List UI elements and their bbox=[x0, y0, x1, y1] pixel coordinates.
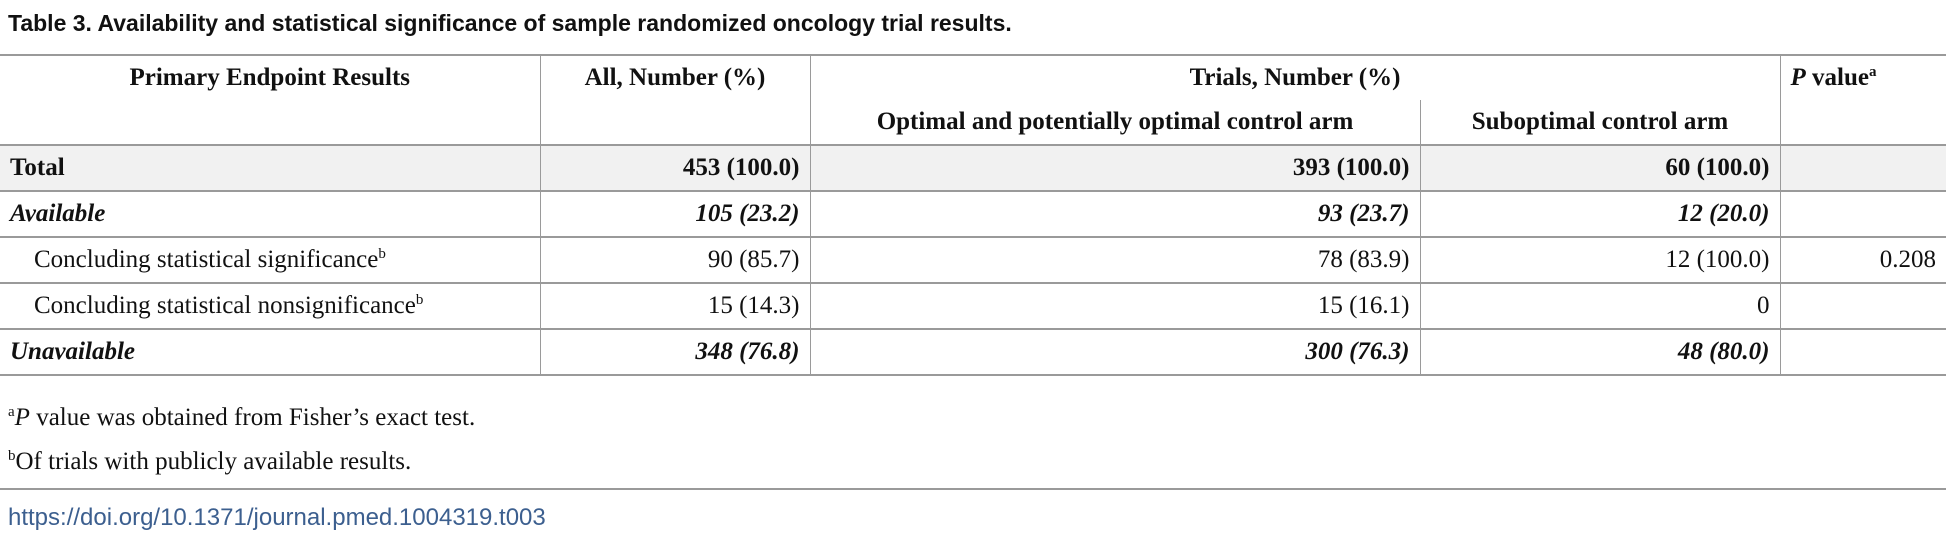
header-p-value: P valuea bbox=[1779, 55, 1946, 145]
header-row-2: Optimal and potentially optimal control … bbox=[0, 100, 1946, 145]
bottom-divider bbox=[0, 488, 1946, 490]
cell-pvalue bbox=[1779, 145, 1946, 191]
cell-suboptimal: 12 (20.0) bbox=[1419, 191, 1780, 237]
cell-pvalue: 0.208 bbox=[1779, 237, 1946, 283]
row-label: Concluding statistical nonsignificanceb bbox=[0, 283, 540, 329]
row-label-text: Concluding statistical significance bbox=[34, 246, 379, 273]
table-row-nonsignificance: Concluding statistical nonsignificanceb … bbox=[0, 283, 1946, 329]
footnote-b: bOf trials with publicly available resul… bbox=[8, 440, 475, 484]
table-footnotes: aP value was obtained from Fisher’s exac… bbox=[8, 396, 475, 484]
footnote-a-text: value was obtained from Fisher’s exact t… bbox=[29, 404, 476, 431]
footnote-a-p: P bbox=[14, 404, 30, 431]
table-row-available: Available 105 (23.2) 93 (23.7) 12 (20.0) bbox=[0, 191, 1946, 237]
cell-all: 105 (23.2) bbox=[539, 191, 810, 237]
header-trials-group: Trials, Number (%) bbox=[809, 55, 1780, 100]
header-p-sup: a bbox=[1868, 64, 1877, 80]
cell-optimal: 78 (83.9) bbox=[809, 237, 1420, 283]
cell-pvalue bbox=[1779, 283, 1946, 329]
cell-all: 90 (85.7) bbox=[539, 237, 810, 283]
table-caption: Table 3. Availability and statistical si… bbox=[8, 10, 1012, 36]
cell-optimal: 393 (100.0) bbox=[809, 145, 1420, 191]
row-label-sup: b bbox=[415, 292, 424, 308]
cell-pvalue bbox=[1779, 191, 1946, 237]
cell-optimal: 300 (76.3) bbox=[809, 329, 1420, 375]
cell-all: 348 (76.8) bbox=[539, 329, 810, 375]
header-primary-endpoint: Primary Endpoint Results bbox=[129, 64, 411, 91]
footnote-a: aP value was obtained from Fisher’s exac… bbox=[8, 396, 475, 440]
row-label: Unavailable bbox=[10, 338, 135, 365]
cell-all: 453 (100.0) bbox=[539, 145, 810, 191]
table-row-unavailable: Unavailable 348 (76.8) 300 (76.3) 48 (80… bbox=[0, 329, 1946, 375]
cell-optimal: 15 (16.1) bbox=[809, 283, 1420, 329]
footnote-b-marker: b bbox=[8, 448, 16, 464]
row-label: Concluding statistical significanceb bbox=[0, 237, 540, 283]
row-label: Total bbox=[0, 145, 540, 191]
header-row-1: Primary Endpoint Results All, Number (%)… bbox=[0, 55, 1946, 145]
header-suboptimal-control: Suboptimal control arm bbox=[1419, 100, 1780, 145]
cell-suboptimal: 60 (100.0) bbox=[1419, 145, 1780, 191]
cell-all: 15 (14.3) bbox=[539, 283, 810, 329]
header-p-text: value bbox=[1805, 64, 1869, 91]
cell-suboptimal: 12 (100.0) bbox=[1419, 237, 1780, 283]
cell-optimal: 93 (23.7) bbox=[809, 191, 1420, 237]
cell-suboptimal: 48 (80.0) bbox=[1419, 329, 1780, 375]
table-row-total: Total 453 (100.0) 393 (100.0) 60 (100.0) bbox=[0, 145, 1946, 191]
results-table: Primary Endpoint Results All, Number (%)… bbox=[0, 54, 1946, 376]
header-all-number: All, Number (%) bbox=[539, 55, 810, 145]
cell-pvalue bbox=[1779, 329, 1946, 375]
header-optimal-control: Optimal and potentially optimal control … bbox=[809, 100, 1420, 145]
doi-link[interactable]: https://doi.org/10.1371/journal.pmed.100… bbox=[8, 504, 546, 531]
cell-suboptimal: 0 bbox=[1419, 283, 1780, 329]
header-p-italic: P bbox=[1790, 64, 1806, 91]
table-row-significance: Concluding statistical significanceb 90 … bbox=[0, 237, 1946, 283]
row-label: Available bbox=[10, 200, 106, 227]
footnote-b-text: Of trials with publicly available result… bbox=[15, 448, 412, 475]
row-label-sup: b bbox=[378, 246, 386, 262]
footnote-a-marker: a bbox=[8, 404, 15, 420]
row-label-text: Concluding statistical nonsignificance bbox=[34, 292, 416, 319]
